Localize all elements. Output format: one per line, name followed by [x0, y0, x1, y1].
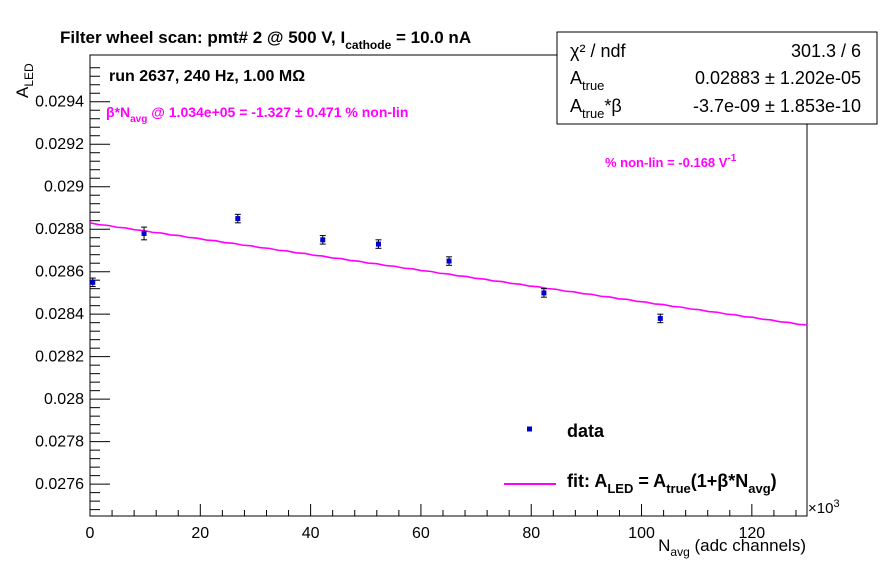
y-axis-label: ALED — [13, 63, 36, 98]
y-tick-label: 0.0292 — [35, 136, 84, 153]
axes-group: 0 20 40 60 80 100 120 0.0276 0.0278 0.028 0.0282 0.… — [35, 67, 797, 542]
fit-curve-layer — [89, 222, 808, 326]
chart-title-tail: = 10.0 nA — [391, 28, 471, 47]
y-axis-label-main: A — [13, 86, 32, 98]
legend-fit-s1: LED — [607, 481, 633, 496]
x-tick-label: 120 — [738, 525, 765, 542]
beta-annotation-sub: avg — [130, 114, 147, 125]
legend-data-label: data — [567, 421, 605, 441]
fit-curve — [89, 222, 808, 326]
y-tick-label: 0.0276 — [35, 476, 84, 493]
data-point-marker — [235, 216, 241, 222]
stats-atrue-beta-main: A — [570, 96, 582, 116]
x-axis-multiplier-exp: 3 — [833, 498, 839, 510]
y-tick-label: 0.0286 — [35, 264, 84, 281]
stats-atrue-value: 0.02883 ± 1.202e-05 — [695, 68, 861, 88]
x-tick-label: 20 — [191, 525, 209, 542]
y-tick-label: 0.028 — [44, 391, 84, 408]
legend-fit-s2: true — [666, 481, 691, 496]
stats-box-frame — [556, 31, 878, 125]
stats-atrue-beta-tail: *β — [604, 96, 621, 116]
legend-fit-s3: avg — [748, 481, 770, 496]
data-point-marker — [320, 237, 326, 243]
stats-atrue-label: Atrue — [570, 68, 604, 93]
legend-fit-p1: fit: A — [567, 471, 607, 491]
beta-annotation: β*Navg @ 1.034e+05 = -1.327 ± 0.471 % no… — [106, 104, 408, 125]
chart-title-sub: cathode — [345, 38, 391, 52]
x-tick-label: 60 — [412, 525, 430, 542]
stats-atrue-beta-value: -3.7e-09 ± 1.853e-10 — [693, 96, 861, 116]
legend: data fit: ALED = Atrue(1+β*Navg) — [504, 421, 777, 496]
data-point-marker — [141, 230, 147, 236]
stats-atrue-beta-label: Atrue*β — [570, 96, 622, 121]
y-axis-label-sub: LED — [22, 63, 36, 87]
x-tick-label: 40 — [302, 525, 320, 542]
stats-atrue-sub: true — [582, 78, 604, 93]
x-axis-multiplier: ×103 — [808, 498, 840, 517]
x-axis-label-rest: (adc channels) — [690, 536, 806, 555]
y-tick-label: 0.0278 — [35, 434, 84, 451]
y-tick-label: 0.0288 — [35, 221, 84, 238]
stats-atrue-main: A — [570, 68, 582, 88]
data-point-marker — [375, 241, 381, 247]
stats-atrue-beta-sub: true — [582, 106, 604, 121]
legend-fit-p3: (1+β*N — [691, 471, 749, 491]
data-points-layer — [89, 213, 664, 324]
nonlin-annotation-sup: -1 — [727, 153, 736, 164]
x-tick-label: 80 — [522, 525, 540, 542]
y-tick-label: 0.0284 — [35, 306, 84, 323]
beta-annotation-prefix: β*N — [106, 104, 130, 120]
data-point-marker — [657, 315, 663, 321]
x-axis-label: Navg (adc channels) — [658, 536, 806, 559]
x-axis-label-main: N — [658, 536, 670, 555]
beta-annotation-rest: @ 1.034e+05 = -1.327 ± 0.471 % non-lin — [147, 104, 408, 120]
data-point-marker — [446, 258, 452, 264]
data-point-marker — [541, 290, 547, 296]
nonlin-annotation-text: % non-lin = -0.168 V — [605, 155, 728, 170]
stats-chi2-value: 301.3 / 6 — [791, 41, 861, 61]
x-axis-label-sub: avg — [670, 545, 689, 559]
chart-title-main: Filter wheel scan: pmt# 2 @ 500 V, I — [60, 28, 345, 47]
nonlin-annotation: % non-lin = -0.168 V-1 — [605, 153, 737, 170]
y-tick-label: 0.0294 — [35, 94, 84, 111]
legend-fit-label: fit: ALED = Atrue(1+β*Navg) — [567, 471, 777, 496]
x-axis-multiplier-base: ×10 — [808, 500, 833, 517]
x-tick-label: 100 — [628, 525, 655, 542]
run-info-label: run 2637, 240 Hz, 1.00 MΩ — [109, 68, 305, 85]
stats-chi2-label: χ² / ndf — [570, 41, 626, 61]
x-tick-label: 0 — [86, 525, 95, 542]
legend-fit-p4: ) — [771, 471, 777, 491]
y-tick-label: 0.0282 — [35, 349, 84, 366]
data-point-marker — [90, 279, 96, 285]
legend-fit-p2: = A — [633, 471, 666, 491]
y-tick-label: 0.029 — [44, 179, 84, 196]
chart-title: Filter wheel scan: pmt# 2 @ 500 V, Icath… — [60, 28, 471, 52]
plot-frame — [89, 54, 808, 517]
legend-data-marker — [527, 426, 532, 432]
stats-box: χ² / ndf 301.3 / 6 Atrue 0.02883 ± 1.202… — [556, 31, 878, 125]
